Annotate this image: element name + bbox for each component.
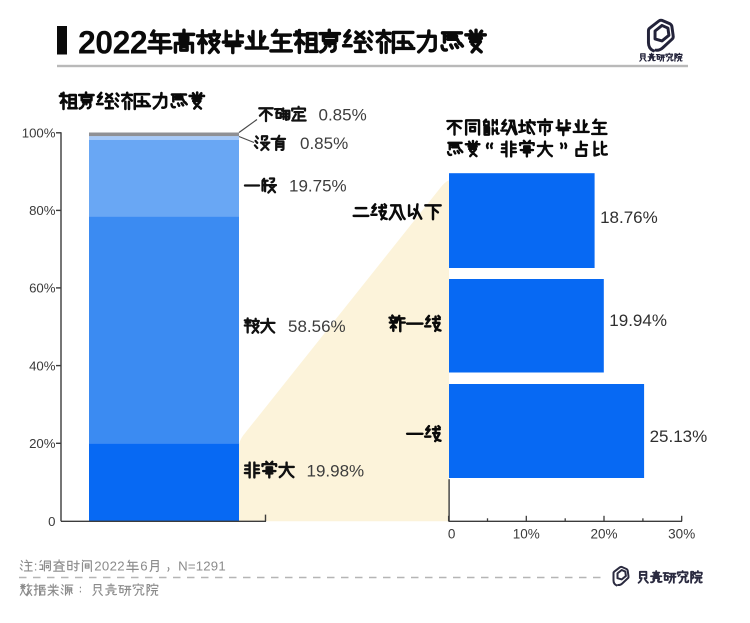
- svg-text:19.94%: 19.94%: [609, 311, 667, 330]
- svg-text:19.75%: 19.75%: [289, 177, 347, 196]
- svg-text:6: 6: [140, 559, 147, 574]
- svg-text:0: 0: [448, 527, 456, 542]
- svg-text:20%: 20%: [29, 436, 56, 451]
- svg-text:60%: 60%: [29, 281, 56, 296]
- svg-text:N=1291: N=1291: [178, 559, 226, 574]
- svg-text:0.85%: 0.85%: [300, 134, 348, 153]
- svg-text:80%: 80%: [29, 203, 56, 218]
- svg-text:30%: 30%: [668, 527, 695, 542]
- svg-text::: :: [34, 559, 38, 574]
- svg-text:0: 0: [48, 514, 55, 529]
- svg-text:10%: 10%: [513, 527, 540, 542]
- svg-text:0.85%: 0.85%: [319, 105, 367, 124]
- svg-text:58.56%: 58.56%: [288, 317, 346, 336]
- svg-text:100%: 100%: [22, 126, 56, 141]
- svg-text:2022: 2022: [78, 25, 147, 61]
- svg-text:40%: 40%: [29, 358, 56, 373]
- svg-text:25.13%: 25.13%: [650, 427, 708, 446]
- svg-text:18.76%: 18.76%: [600, 208, 658, 227]
- svg-text:19.98%: 19.98%: [307, 461, 365, 480]
- svg-text:2022: 2022: [94, 559, 125, 574]
- svg-text:20%: 20%: [590, 527, 617, 542]
